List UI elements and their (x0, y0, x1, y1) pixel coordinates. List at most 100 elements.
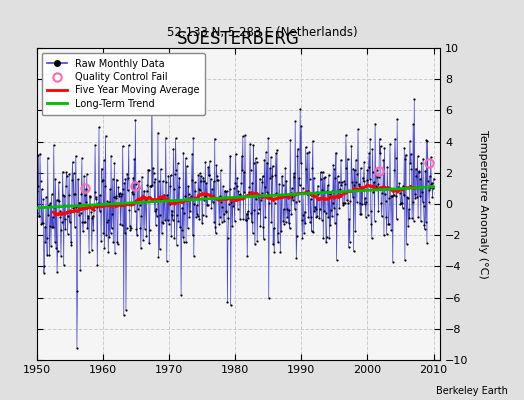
Point (309, 138, 317, 144)
Point (106, 229, 115, 236)
Point (60, 192, 69, 199)
Point (120, 180, 128, 186)
Point (417, 218, 425, 224)
Point (95, 208, 104, 214)
Point (334, 194, 342, 201)
Point (234, 205, 242, 212)
Point (135, 178, 143, 184)
Point (207, 204, 215, 211)
Point (420, 222, 428, 228)
Point (304, 188, 312, 194)
Point (312, 188, 321, 195)
Point (128, 189, 136, 196)
Point (141, 194, 149, 201)
Point (387, 226, 395, 233)
Point (269, 241, 277, 248)
Point (100, 245, 108, 251)
Point (174, 184, 183, 190)
Point (330, 166, 339, 172)
Point (149, 165, 157, 171)
Point (346, 198, 355, 204)
Point (218, 204, 226, 210)
Point (396, 201, 405, 207)
Point (63, 231, 72, 237)
Point (336, 193, 345, 199)
Point (406, 160, 414, 166)
Point (191, 179, 199, 186)
Point (92, 194, 101, 200)
Point (167, 233, 176, 239)
Point (395, 186, 403, 192)
Point (129, 199, 138, 206)
Point (113, 238, 122, 245)
Point (281, 219, 290, 225)
Point (37, 186, 46, 192)
Point (51, 176, 60, 183)
Point (316, 206, 324, 212)
Point (352, 157, 360, 163)
Point (369, 169, 377, 176)
Point (373, 167, 381, 173)
Point (92, 196, 100, 202)
Legend: Raw Monthly Data, Quality Control Fail, Five Year Moving Average, Long-Term Tren: Raw Monthly Data, Quality Control Fail, … (41, 53, 205, 115)
Point (349, 165, 357, 172)
Point (418, 198, 427, 205)
Point (294, 198, 303, 204)
Point (196, 172, 205, 179)
Point (38, 220, 47, 227)
Point (159, 220, 168, 226)
Point (300, 208, 309, 215)
Point (306, 219, 314, 225)
Point (391, 136, 399, 142)
Point (88, 215, 96, 222)
Point (52, 197, 61, 203)
Point (256, 176, 264, 182)
Point (95, 124, 103, 130)
Point (34, 152, 42, 159)
Point (126, 227, 135, 233)
Point (316, 169, 325, 175)
Point (297, 160, 305, 166)
Point (68, 176, 76, 183)
Point (251, 241, 259, 248)
Point (188, 150, 196, 157)
Point (311, 203, 319, 210)
Point (402, 241, 411, 248)
Point (213, 177, 222, 184)
Point (398, 200, 406, 206)
Point (115, 191, 123, 198)
Point (264, 190, 272, 197)
Point (177, 292, 185, 298)
Point (334, 178, 343, 185)
Point (344, 199, 352, 206)
Point (73, 344, 81, 351)
Point (94, 200, 103, 206)
Point (291, 118, 299, 124)
Point (43, 154, 52, 161)
Point (181, 193, 189, 200)
Point (390, 167, 399, 173)
Point (72, 153, 80, 159)
Point (370, 179, 378, 186)
Point (220, 211, 228, 217)
Point (414, 214, 422, 220)
Point (288, 194, 297, 201)
Point (213, 172, 221, 179)
Point (361, 201, 369, 208)
Point (198, 178, 206, 184)
Point (347, 188, 355, 194)
Point (100, 157, 108, 164)
Point (297, 123, 305, 129)
Point (210, 178, 218, 185)
Point (409, 121, 417, 128)
Point (351, 228, 359, 234)
Text: Berkeley Earth: Berkeley Earth (436, 386, 508, 396)
Point (259, 236, 268, 242)
Point (300, 230, 308, 236)
Point (416, 176, 424, 182)
Point (254, 193, 263, 199)
Point (107, 225, 116, 232)
Point (55, 198, 63, 204)
Point (46, 222, 54, 229)
Point (50, 204, 59, 211)
